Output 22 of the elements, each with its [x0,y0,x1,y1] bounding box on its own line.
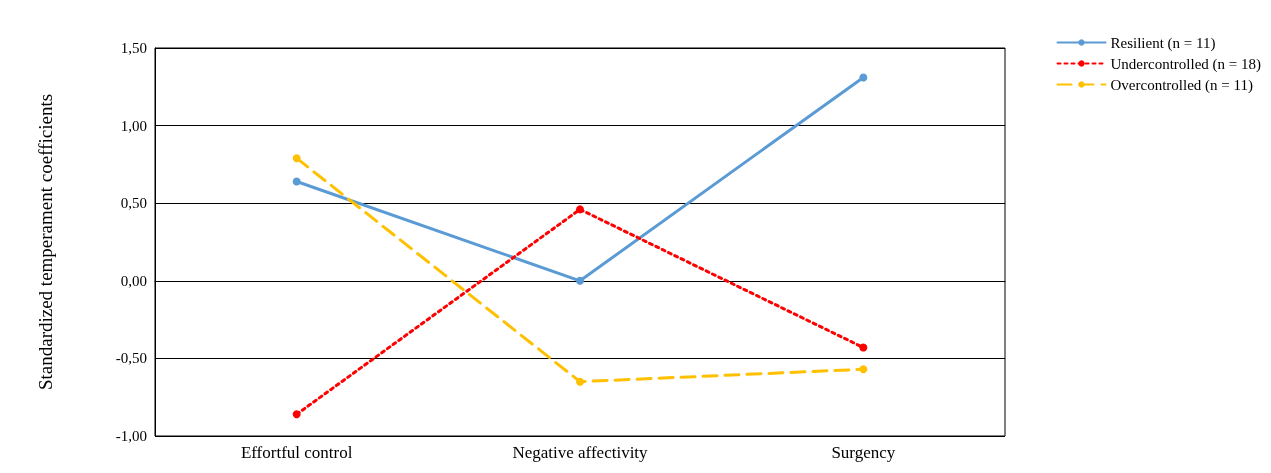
point [859,73,868,82]
point [576,205,584,214]
y-tick-label: -1,00 [115,428,147,444]
y-tick-label: 0,50 [120,195,147,212]
x-tick-label: Negative affectivity [512,443,649,462]
legend-label: Resilient (n = 11) [1110,34,1216,52]
y-axis-title: Standardized temperament coefficients [35,93,56,391]
legend-label: Overcontrolled (n = 11) [1110,76,1253,94]
point [292,154,301,163]
point [292,410,301,419]
point [859,343,868,352]
point [576,377,584,386]
point [292,177,301,186]
legend-label: Undercontrolled (n = 18) [1110,55,1261,73]
point [859,365,868,374]
y-tick-label: 1,00 [120,117,147,134]
point [576,276,584,285]
y-tick-label: -0,50 [115,350,147,367]
x-tick-label: Effortful control [240,443,353,462]
y-tick-label: 1,50 [120,40,147,56]
x-tick-label: Surgency [831,443,896,462]
y-tick-label: 0,00 [120,272,147,289]
